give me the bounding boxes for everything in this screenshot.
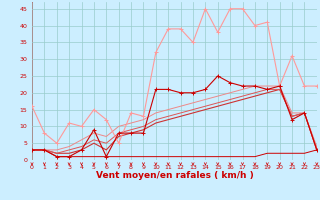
X-axis label: Vent moyen/en rafales ( km/h ): Vent moyen/en rafales ( km/h ) [96, 171, 253, 180]
